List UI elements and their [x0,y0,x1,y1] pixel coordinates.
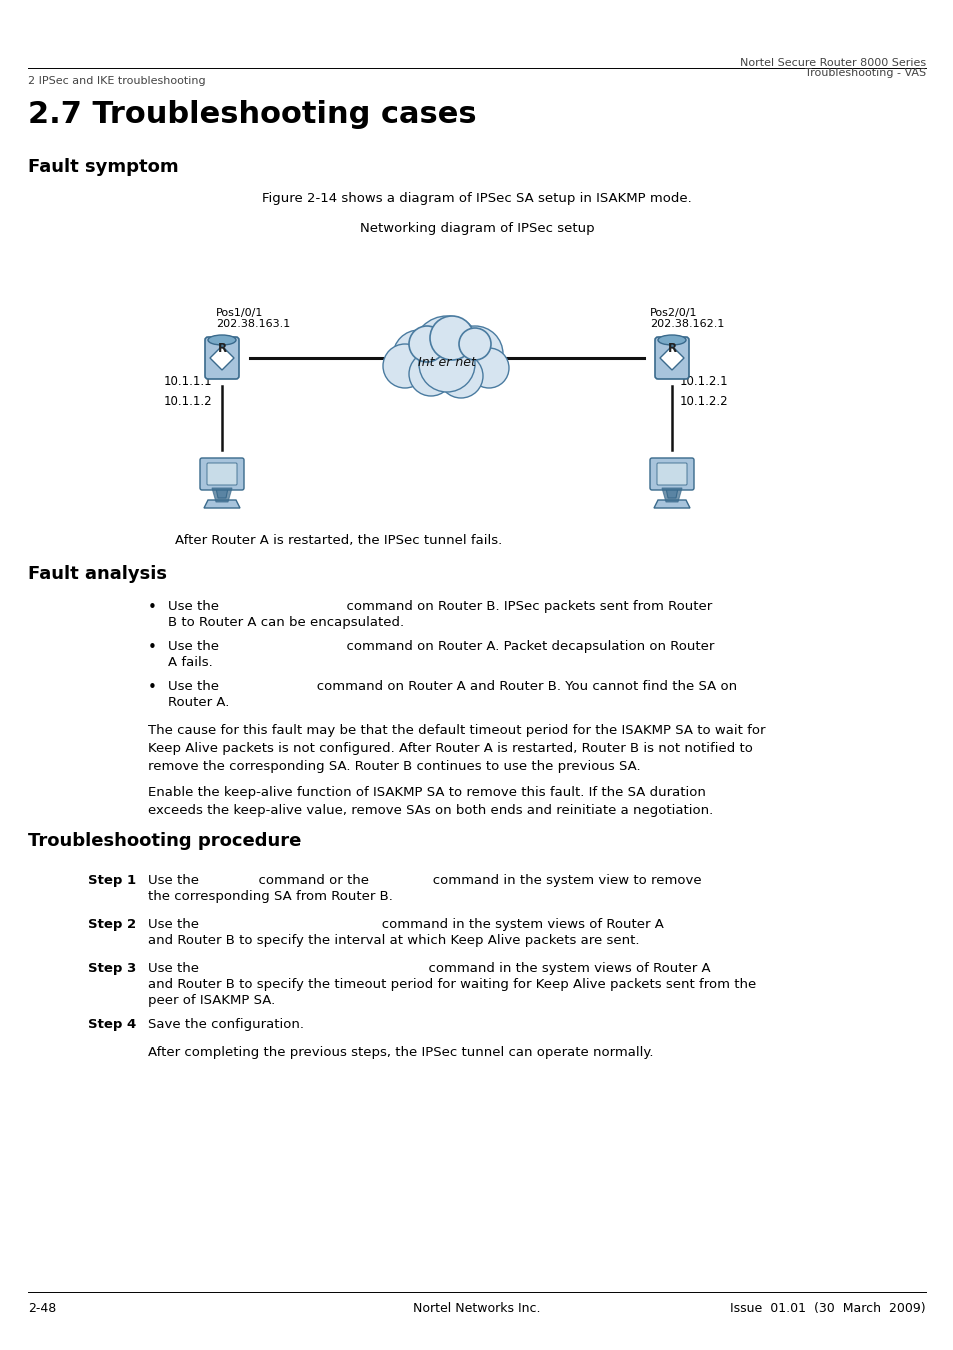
Text: After Router A is restarted, the IPSec tunnel fails.: After Router A is restarted, the IPSec t… [174,535,501,547]
Text: •: • [148,640,156,655]
Polygon shape [212,487,232,502]
Text: Step 2: Step 2 [88,918,136,932]
Text: Enable the keep-alive function of ISAKMP SA to remove this fault. If the SA dura: Enable the keep-alive function of ISAKMP… [148,786,713,817]
Text: After completing the previous steps, the IPSec tunnel can operate normally.: After completing the previous steps, the… [148,1046,653,1058]
FancyBboxPatch shape [655,338,688,379]
Ellipse shape [658,335,685,346]
Text: R: R [217,342,226,355]
Text: Troubleshooting procedure: Troubleshooting procedure [28,832,301,850]
Text: Step 3: Step 3 [88,963,136,975]
Text: Networking diagram of IPSec setup: Networking diagram of IPSec setup [359,221,594,235]
Text: 10.1.1.1: 10.1.1.1 [164,375,213,387]
Text: and Router B to specify the interval at which Keep Alive packets are sent.: and Router B to specify the interval at … [148,934,639,946]
Polygon shape [210,346,233,370]
Text: Save the configuration.: Save the configuration. [148,1018,304,1031]
Text: and Router B to specify the timeout period for waiting for Keep Alive packets se: and Router B to specify the timeout peri… [148,977,756,991]
Text: Step 4: Step 4 [88,1018,136,1031]
Text: 2-48: 2-48 [28,1301,56,1315]
Circle shape [469,348,509,387]
Circle shape [418,336,475,391]
Circle shape [413,316,480,383]
FancyBboxPatch shape [205,338,239,379]
Text: Fault symptom: Fault symptom [28,158,178,176]
Polygon shape [654,500,689,508]
Polygon shape [215,487,228,498]
Text: Use the                              command on Router B. IPSec packets sent fro: Use the command on Router B. IPSec packe… [168,599,712,613]
Text: Use the                                                      command in the syst: Use the command in the syst [148,963,710,975]
Text: Nortel Networks Inc.: Nortel Networks Inc. [413,1301,540,1315]
Text: Use the                              command on Router A. Packet decapsulation o: Use the command on Router A. Packet deca… [168,640,714,653]
Text: Troubleshooting - VAS: Troubleshooting - VAS [804,68,925,78]
FancyBboxPatch shape [649,458,693,490]
Text: Nortel Secure Router 8000 Series: Nortel Secure Router 8000 Series [740,58,925,68]
Text: Fault analysis: Fault analysis [28,566,167,583]
Text: Pos1/0/1: Pos1/0/1 [215,308,263,319]
Text: Use the                       command on Router A and Router B. You cannot find : Use the command on Router A and Router B… [168,680,737,693]
Circle shape [409,352,453,396]
Text: Figure 2-14 shows a diagram of IPSec SA setup in ISAKMP mode.: Figure 2-14 shows a diagram of IPSec SA … [262,192,691,205]
Text: 10.1.1.2: 10.1.1.2 [164,396,213,408]
Text: The cause for this fault may be that the default timeout period for the ISAKMP S: The cause for this fault may be that the… [148,724,764,774]
Text: 2.7 Troubleshooting cases: 2.7 Troubleshooting cases [28,100,476,130]
Text: 10.1.2.2: 10.1.2.2 [679,396,728,408]
Polygon shape [204,500,240,508]
Circle shape [409,325,444,362]
Polygon shape [665,487,678,498]
Text: peer of ISAKMP SA.: peer of ISAKMP SA. [148,994,275,1007]
Circle shape [447,325,502,382]
Circle shape [393,329,444,382]
Polygon shape [659,346,683,370]
Circle shape [382,344,427,387]
Text: Issue  01.01  (30  March  2009): Issue 01.01 (30 March 2009) [730,1301,925,1315]
Text: •: • [148,599,156,616]
Circle shape [438,354,482,398]
Text: Use the                                           command in the system views of: Use the command in the system views of [148,918,663,932]
Text: Step 1: Step 1 [88,873,136,887]
Text: R: R [667,342,676,355]
Text: 10.1.2.1: 10.1.2.1 [679,375,728,387]
Polygon shape [661,487,681,502]
Text: the corresponding SA from Router B.: the corresponding SA from Router B. [148,890,393,903]
Text: B to Router A can be encapsulated.: B to Router A can be encapsulated. [168,616,404,629]
FancyBboxPatch shape [207,463,236,485]
Ellipse shape [208,335,235,346]
FancyBboxPatch shape [657,463,686,485]
Text: •: • [148,680,156,695]
Text: Use the              command or the               command in the system view to : Use the command or the command in the sy… [148,873,700,887]
Text: Pos2/0/1: Pos2/0/1 [649,308,697,319]
Text: A fails.: A fails. [168,656,213,670]
Text: 2 IPSec and IKE troubleshooting: 2 IPSec and IKE troubleshooting [28,76,206,86]
Text: 202.38.162.1: 202.38.162.1 [649,319,723,329]
Circle shape [430,316,474,360]
Circle shape [458,328,491,360]
FancyBboxPatch shape [200,458,244,490]
Text: Router A.: Router A. [168,697,229,709]
Text: Int er net: Int er net [417,355,476,369]
Text: 202.38.163.1: 202.38.163.1 [215,319,290,329]
